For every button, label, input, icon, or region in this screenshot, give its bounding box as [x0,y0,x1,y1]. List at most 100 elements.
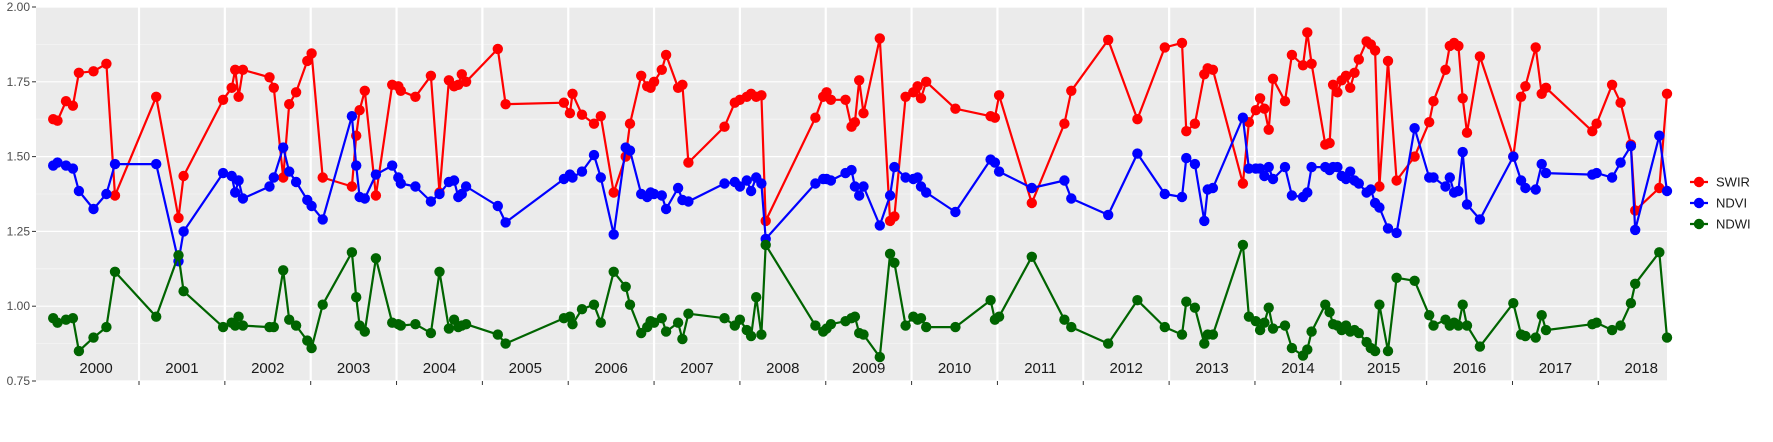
data-point-ndwi [1391,272,1402,283]
data-point-swir [226,82,237,94]
data-point-swir [1661,88,1673,100]
data-point-ndvi [950,206,961,218]
data-point-swir [264,72,275,83]
data-point-ndwi [760,239,771,251]
data-point-swir [1176,37,1188,49]
data-point-ndvi [233,175,244,186]
year-label: 2006 [594,360,627,377]
data-point-ndwi [1263,302,1274,313]
data-point-ndvi [101,188,112,200]
data-point-swir [858,108,869,119]
legend-item-swir: SWIR [1690,175,1750,190]
data-point-ndwi [492,329,503,340]
data-point-ndvi [1199,215,1210,227]
data-point-ndwi [101,321,112,333]
data-point-swir [1382,55,1394,67]
data-point-swir [354,105,365,116]
data-point-ndwi [1199,338,1210,349]
data-point-ndwi [567,319,578,330]
data-point-ndvi [993,166,1005,177]
data-point-ndvi [1606,172,1618,183]
data-point-swir [1391,175,1402,186]
data-point-ndwi [1591,317,1602,328]
data-point-ndwi [443,323,455,334]
data-point-swir [1263,124,1274,135]
data-point-swir [989,112,1001,123]
data-point-swir [1606,79,1618,91]
data-point-ndvi [1332,161,1343,173]
data-point-swir [230,64,241,76]
data-point-ndwi [306,342,317,354]
data-point-ndvi [900,172,911,183]
data-point-ndwi [825,319,837,330]
data-point-ndvi [1207,182,1219,194]
data-point-swir [268,82,279,94]
legend-item-ndwi: NDWI [1690,217,1751,232]
data-point-ndwi [1302,344,1313,355]
data-point-ndwi [346,247,358,258]
data-point-ndvi [1237,112,1249,123]
data-point-ndwi [284,314,295,325]
data-point-ndvi [889,161,900,173]
data-point-swir [425,70,437,82]
y-axis: 0.75 1.00 1.25 1.50 1.75 2.00 [7,0,36,388]
data-point-ndvi [1286,190,1298,201]
data-point-ndwi [1453,320,1464,331]
legend-key-point [1693,197,1705,209]
data-point-swir [1159,42,1171,53]
legend: SWIR NDVI NDWI [1690,175,1751,232]
data-point-ndwi [1286,342,1298,354]
data-point-swir [233,91,244,103]
legend-label: NDWI [1716,217,1751,232]
data-point-ndwi [874,351,885,363]
data-point-ndwi [734,314,746,325]
data-point-ndvi [719,178,730,189]
data-point-ndwi [660,326,672,337]
data-point-swir [567,88,578,100]
y-tick-label: 2.00 [7,0,31,14]
year-label: 2016 [1453,360,1486,377]
data-point-ndwi [1026,251,1038,262]
data-point-swir [889,211,900,222]
data-point-ndwi [1103,338,1114,349]
data-point-ndvi [1428,172,1439,183]
data-point-ndwi [576,304,588,315]
data-point-ndwi [889,257,900,268]
series-swir [48,27,1673,227]
data-point-swir [151,91,162,103]
series-ndwi [48,239,1673,363]
data-point-ndvi [1306,161,1317,173]
data-point-ndwi [460,319,472,330]
data-point-ndvi [351,160,362,171]
data-point-swir [1615,97,1626,108]
data-point-ndwi [1250,316,1262,327]
data-point-swir [1349,67,1360,79]
year-label: 2004 [423,360,456,377]
data-point-ndvi [237,193,249,204]
data-point-ndvi [734,181,746,192]
data-point-swir [109,190,121,201]
data-point-ndwi [849,311,861,322]
year-label: 2013 [1195,360,1228,377]
data-point-ndvi [370,169,382,180]
data-point-ndvi [1267,173,1279,185]
data-point-swir [1103,34,1114,46]
data-point-ndwi [608,266,619,277]
data-point-ndwi [395,320,406,331]
data-point-swir [1474,51,1486,62]
year-label: 2002 [251,360,284,377]
data-point-ndwi [1661,332,1673,343]
legend-item-ndvi: NDVI [1690,196,1747,211]
data-point-swir [1591,118,1602,129]
data-point-swir [73,67,85,79]
data-point-swir [558,97,570,108]
data-point-ndwi [351,292,362,303]
data-point-swir [1440,64,1451,76]
data-point-ndvi [1461,199,1473,210]
data-point-ndvi [359,193,370,204]
data-point-ndvi [284,166,295,177]
data-point-ndwi [1132,295,1143,306]
data-point-ndvi [434,188,445,200]
year-label: 2015 [1367,360,1400,377]
data-point-ndwi [1324,307,1335,318]
